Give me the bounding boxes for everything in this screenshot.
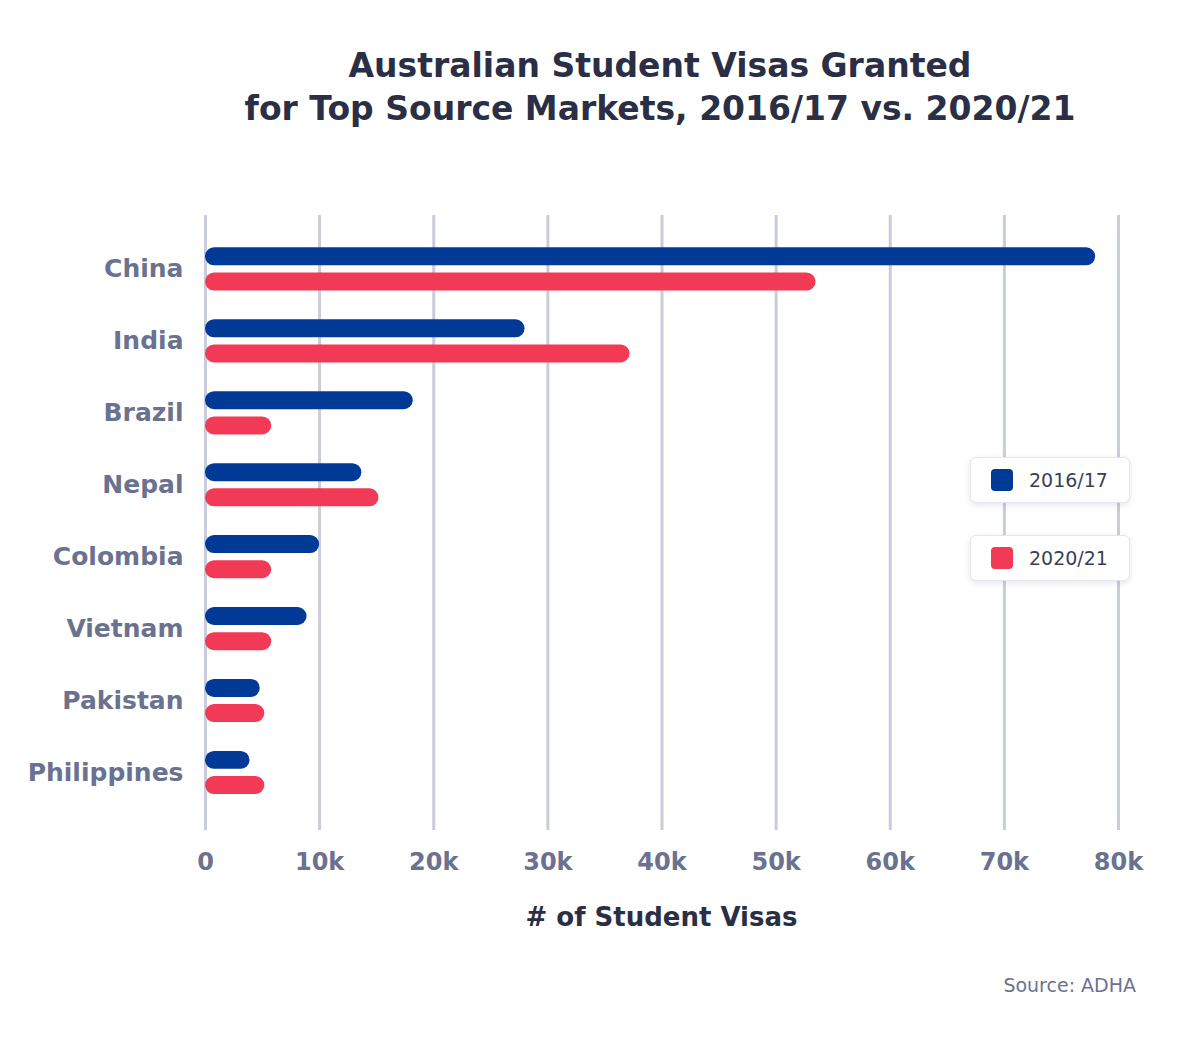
svg-text:Nepal: Nepal: [102, 470, 183, 499]
html-text:2016/17: 2016/17: [1029, 469, 1108, 491]
html-text:Australian Student Visas Grant: Australian Student Visas Granted for Top…: [244, 46, 1076, 128]
html-text:# of Student Visas: # of Student Visas: [525, 902, 798, 932]
svg-text:India: India: [113, 326, 183, 355]
svg-text:Colombia: Colombia: [53, 542, 184, 571]
html-text:2020/21: 2020/21: [1029, 547, 1108, 569]
svg-text:China: China: [104, 254, 183, 283]
svg-text:80k: 80k: [1094, 848, 1144, 876]
svg-text:50k: 50k: [751, 848, 801, 876]
svg-text:60k: 60k: [866, 848, 916, 876]
html-text:Source: ADHA: Source: ADHA: [1003, 974, 1136, 996]
svg-text:10k: 10k: [295, 848, 345, 876]
svg-text:70k: 70k: [980, 848, 1030, 876]
svg-text:Pakistan: Pakistan: [62, 686, 183, 715]
svg-text:0: 0: [197, 848, 214, 876]
svg-text:30k: 30k: [523, 848, 573, 876]
svg-text:Philippines: Philippines: [28, 758, 184, 787]
svg-text:20k: 20k: [409, 848, 459, 876]
svg-text:40k: 40k: [637, 848, 687, 876]
svg-text:Vietnam: Vietnam: [66, 614, 183, 643]
svg-text:Brazil: Brazil: [104, 398, 184, 427]
